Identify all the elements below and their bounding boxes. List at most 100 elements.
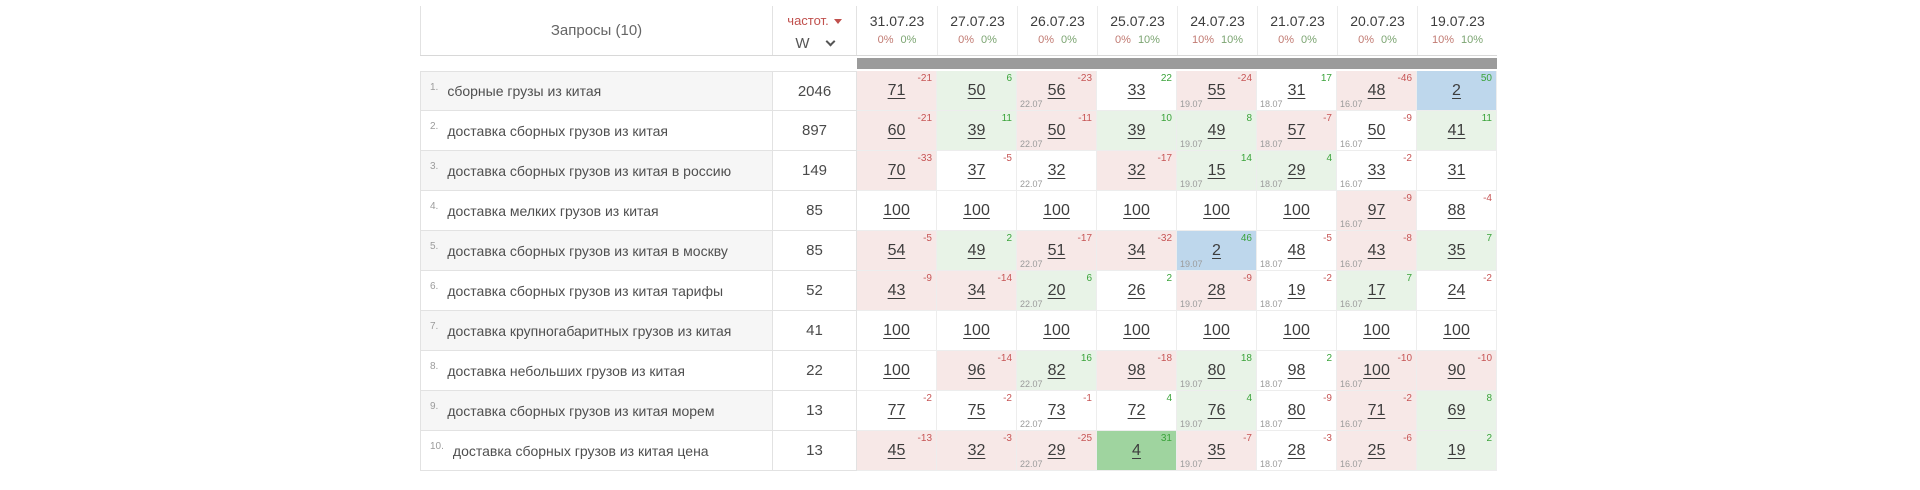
- query-cell[interactable]: 5. доставка сборных грузов из китая в мо…: [420, 231, 772, 271]
- position-link[interactable]: 48: [1287, 241, 1306, 259]
- date-column-header[interactable]: 20.07.23 0% 0%: [1337, 6, 1417, 55]
- position-link[interactable]: 100: [1283, 321, 1310, 339]
- position-link[interactable]: 80: [1207, 361, 1226, 379]
- position-link[interactable]: 100: [1203, 321, 1230, 339]
- position-link[interactable]: 31: [1287, 81, 1306, 99]
- position-link[interactable]: 32: [967, 441, 986, 459]
- position-link[interactable]: 100: [1363, 321, 1390, 339]
- position-link[interactable]: 29: [1047, 441, 1066, 459]
- query-cell[interactable]: 9. доставка сборных грузов из китая море…: [420, 391, 772, 431]
- position-link[interactable]: 80: [1287, 401, 1306, 419]
- position-link[interactable]: 71: [887, 81, 906, 99]
- position-link[interactable]: 25: [1367, 441, 1386, 459]
- position-link[interactable]: 39: [1127, 121, 1146, 139]
- query-cell[interactable]: 6. доставка сборных грузов из китая тари…: [420, 271, 772, 311]
- query-cell[interactable]: 7. доставка крупногабаритных грузов из к…: [420, 311, 772, 351]
- position-link[interactable]: 33: [1367, 161, 1386, 179]
- position-link[interactable]: 100: [1123, 201, 1150, 219]
- position-link[interactable]: 71: [1367, 401, 1386, 419]
- position-link[interactable]: 98: [1287, 361, 1306, 379]
- position-link[interactable]: 100: [883, 201, 910, 219]
- position-link[interactable]: 100: [883, 361, 910, 379]
- position-link[interactable]: 41: [1447, 121, 1466, 139]
- position-link[interactable]: 100: [1283, 201, 1310, 219]
- position-link[interactable]: 88: [1447, 201, 1466, 219]
- position-link[interactable]: 100: [963, 201, 990, 219]
- position-link[interactable]: 100: [1043, 201, 1070, 219]
- position-link[interactable]: 100: [883, 321, 910, 339]
- position-link[interactable]: 26: [1127, 281, 1146, 299]
- position-link[interactable]: 17: [1367, 281, 1386, 299]
- frequency-sort-button[interactable]: частот.: [787, 13, 842, 28]
- position-link[interactable]: 100: [1203, 201, 1230, 219]
- position-link[interactable]: 54: [887, 241, 906, 259]
- date-column-header[interactable]: 26.07.23 0% 0%: [1017, 6, 1097, 55]
- position-link[interactable]: 20: [1047, 281, 1066, 299]
- position-link[interactable]: 100: [1123, 321, 1150, 339]
- position-link[interactable]: 49: [967, 241, 986, 259]
- position-link[interactable]: 35: [1447, 241, 1466, 259]
- date-column-header[interactable]: 27.07.23 0% 0%: [937, 6, 1017, 55]
- position-link[interactable]: 100: [1363, 361, 1390, 379]
- position-link[interactable]: 55: [1207, 81, 1226, 99]
- position-link[interactable]: 73: [1047, 401, 1066, 419]
- position-link[interactable]: 77: [887, 401, 906, 419]
- query-cell[interactable]: 8. доставка небольших грузов из китая: [420, 351, 772, 391]
- query-cell[interactable]: 10. доставка сборных грузов из китая цен…: [420, 431, 772, 471]
- position-link[interactable]: 100: [1443, 321, 1470, 339]
- position-link[interactable]: 19: [1447, 441, 1466, 459]
- date-column-header[interactable]: 31.07.23 0% 0%: [857, 6, 937, 55]
- position-link[interactable]: 100: [963, 321, 990, 339]
- position-link[interactable]: 28: [1287, 441, 1306, 459]
- position-link[interactable]: 28: [1207, 281, 1226, 299]
- position-link[interactable]: 50: [1047, 121, 1066, 139]
- position-link[interactable]: 35: [1207, 441, 1226, 459]
- query-cell[interactable]: 2. доставка сборных грузов из китая: [420, 111, 772, 151]
- position-link[interactable]: 39: [967, 121, 986, 139]
- position-link[interactable]: 82: [1047, 361, 1066, 379]
- frequency-mode-select[interactable]: W: [795, 35, 836, 52]
- position-link[interactable]: 32: [1047, 161, 1066, 179]
- position-link[interactable]: 2: [1212, 241, 1221, 259]
- position-link[interactable]: 49: [1207, 121, 1226, 139]
- position-link[interactable]: 19: [1287, 281, 1306, 299]
- position-link[interactable]: 37: [967, 161, 986, 179]
- date-column-header[interactable]: 19.07.23 10% 10%: [1417, 6, 1497, 55]
- position-link[interactable]: 50: [1367, 121, 1386, 139]
- position-link[interactable]: 72: [1127, 401, 1146, 419]
- position-link[interactable]: 31: [1447, 161, 1466, 179]
- position-link[interactable]: 76: [1207, 401, 1226, 419]
- position-link[interactable]: 32: [1127, 161, 1146, 179]
- position-link[interactable]: 90: [1447, 361, 1466, 379]
- position-link[interactable]: 29: [1287, 161, 1306, 179]
- position-link[interactable]: 34: [967, 281, 986, 299]
- position-link[interactable]: 51: [1047, 241, 1066, 259]
- horizontal-scrollbar-thumb[interactable]: [857, 58, 1497, 69]
- position-link[interactable]: 2: [1452, 81, 1461, 99]
- position-link[interactable]: 100: [1043, 321, 1070, 339]
- date-column-header[interactable]: 25.07.23 0% 10%: [1097, 6, 1177, 55]
- position-link[interactable]: 34: [1127, 241, 1146, 259]
- position-link[interactable]: 50: [967, 81, 986, 99]
- position-link[interactable]: 57: [1287, 121, 1306, 139]
- position-link[interactable]: 69: [1447, 401, 1466, 419]
- query-cell[interactable]: 1. сборные грузы из китая: [420, 71, 772, 111]
- position-link[interactable]: 43: [887, 281, 906, 299]
- position-link[interactable]: 96: [967, 361, 986, 379]
- position-link[interactable]: 24: [1447, 281, 1466, 299]
- position-link[interactable]: 33: [1127, 81, 1146, 99]
- position-link[interactable]: 43: [1367, 241, 1386, 259]
- position-link[interactable]: 98: [1127, 361, 1146, 379]
- position-link[interactable]: 70: [887, 161, 906, 179]
- position-link[interactable]: 56: [1047, 81, 1066, 99]
- position-link[interactable]: 60: [887, 121, 906, 139]
- position-link[interactable]: 75: [967, 401, 986, 419]
- position-link[interactable]: 15: [1207, 161, 1226, 179]
- position-link[interactable]: 45: [887, 441, 906, 459]
- date-column-header[interactable]: 21.07.23 0% 0%: [1257, 6, 1337, 55]
- position-link[interactable]: 48: [1367, 81, 1386, 99]
- position-link[interactable]: 4: [1132, 441, 1141, 459]
- position-link[interactable]: 97: [1367, 201, 1386, 219]
- query-cell[interactable]: 3. доставка сборных грузов из китая в ро…: [420, 151, 772, 191]
- query-cell[interactable]: 4. доставка мелких грузов из китая: [420, 191, 772, 231]
